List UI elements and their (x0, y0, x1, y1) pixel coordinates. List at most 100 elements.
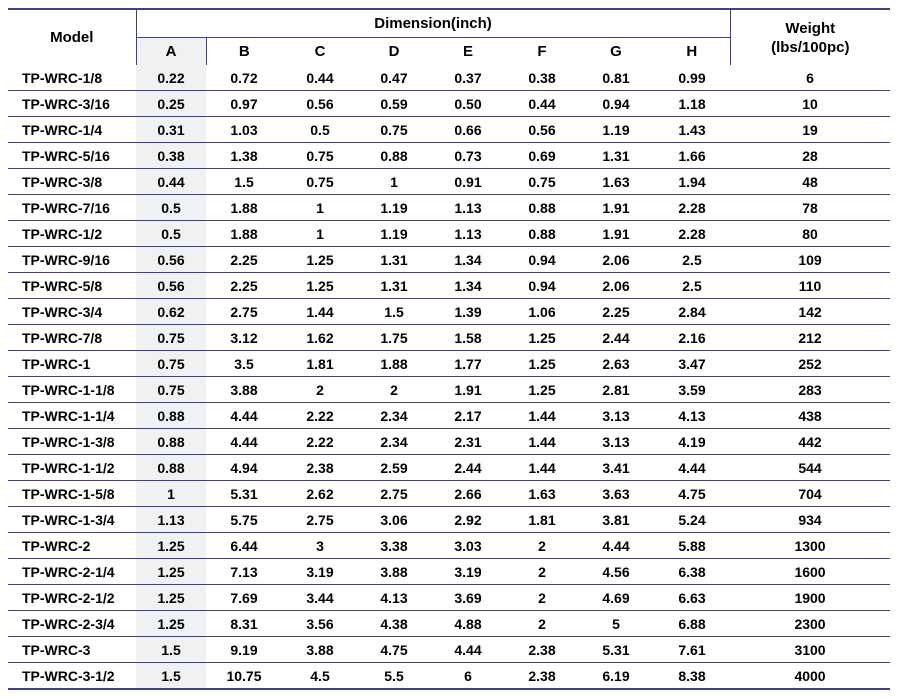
cell-model: TP-WRC-1-1/8 (8, 377, 136, 403)
cell-C: 3 (282, 533, 358, 559)
table-row: TP-WRC-1/20.51.8811.191.130.881.912.2880 (8, 221, 890, 247)
cell-D: 0.88 (358, 143, 430, 169)
cell-C: 0.5 (282, 117, 358, 143)
cell-model: TP-WRC-5/8 (8, 273, 136, 299)
cell-G: 3.41 (578, 455, 654, 481)
cell-weight: 1900 (730, 585, 890, 611)
cell-E: 0.73 (430, 143, 506, 169)
table-row: TP-WRC-1-1/80.753.88221.911.252.813.5928… (8, 377, 890, 403)
table-row: TP-WRC-1-3/80.884.442.222.342.311.443.13… (8, 429, 890, 455)
cell-C: 0.44 (282, 65, 358, 91)
cell-model: TP-WRC-1/4 (8, 117, 136, 143)
cell-F: 1.44 (506, 403, 578, 429)
cell-model: TP-WRC-1-1/2 (8, 455, 136, 481)
cell-G: 6.19 (578, 663, 654, 690)
cell-F: 1.25 (506, 351, 578, 377)
cell-A: 0.88 (136, 429, 206, 455)
cell-E: 1.77 (430, 351, 506, 377)
table-row: TP-WRC-3/160.250.970.560.590.500.440.941… (8, 91, 890, 117)
cell-model: TP-WRC-7/8 (8, 325, 136, 351)
table-header: Model Dimension(inch) Weight (lbs/100pc)… (8, 9, 890, 65)
cell-weight: 3100 (730, 637, 890, 663)
cell-D: 1.19 (358, 195, 430, 221)
cell-A: 1.13 (136, 507, 206, 533)
cell-G: 0.81 (578, 65, 654, 91)
cell-C: 1.25 (282, 273, 358, 299)
cell-E: 0.66 (430, 117, 506, 143)
cell-weight: 704 (730, 481, 890, 507)
cell-G: 4.56 (578, 559, 654, 585)
cell-H: 7.61 (654, 637, 730, 663)
cell-G: 5 (578, 611, 654, 637)
cell-C: 1.25 (282, 247, 358, 273)
cell-C: 1 (282, 195, 358, 221)
cell-H: 4.19 (654, 429, 730, 455)
cell-model: TP-WRC-3/16 (8, 91, 136, 117)
cell-D: 4.38 (358, 611, 430, 637)
cell-D: 1.75 (358, 325, 430, 351)
table-row: TP-WRC-10.753.51.811.881.771.252.633.472… (8, 351, 890, 377)
cell-G: 1.19 (578, 117, 654, 143)
cell-model: TP-WRC-3 (8, 637, 136, 663)
cell-F: 1.25 (506, 377, 578, 403)
cell-G: 5.31 (578, 637, 654, 663)
cell-H: 3.59 (654, 377, 730, 403)
cell-D: 0.47 (358, 65, 430, 91)
cell-D: 1.5 (358, 299, 430, 325)
cell-weight: 934 (730, 507, 890, 533)
header-D: D (358, 38, 430, 66)
cell-weight: 6 (730, 65, 890, 91)
cell-A: 1.5 (136, 663, 206, 690)
table-row: TP-WRC-1-5/815.312.622.752.661.633.634.7… (8, 481, 890, 507)
cell-model: TP-WRC-9/16 (8, 247, 136, 273)
cell-model: TP-WRC-1-3/4 (8, 507, 136, 533)
cell-C: 1 (282, 221, 358, 247)
cell-G: 2.25 (578, 299, 654, 325)
cell-A: 0.5 (136, 195, 206, 221)
cell-C: 3.44 (282, 585, 358, 611)
cell-B: 6.44 (206, 533, 282, 559)
cell-D: 3.88 (358, 559, 430, 585)
cell-D: 3.38 (358, 533, 430, 559)
cell-model: TP-WRC-7/16 (8, 195, 136, 221)
cell-G: 4.44 (578, 533, 654, 559)
cell-model: TP-WRC-1-5/8 (8, 481, 136, 507)
cell-F: 0.56 (506, 117, 578, 143)
table-body: TP-WRC-1/80.220.720.440.470.370.380.810.… (8, 65, 890, 689)
table-row: TP-WRC-3-1/21.510.754.55.562.386.198.384… (8, 663, 890, 690)
cell-E: 1.34 (430, 247, 506, 273)
cell-F: 1.63 (506, 481, 578, 507)
table-row: TP-WRC-1/80.220.720.440.470.370.380.810.… (8, 65, 890, 91)
cell-E: 0.37 (430, 65, 506, 91)
cell-E: 3.03 (430, 533, 506, 559)
cell-weight: 142 (730, 299, 890, 325)
cell-A: 0.25 (136, 91, 206, 117)
cell-B: 5.31 (206, 481, 282, 507)
cell-A: 0.31 (136, 117, 206, 143)
cell-G: 2.63 (578, 351, 654, 377)
cell-B: 3.88 (206, 377, 282, 403)
cell-H: 1.43 (654, 117, 730, 143)
cell-weight: 4000 (730, 663, 890, 690)
cell-weight: 10 (730, 91, 890, 117)
cell-E: 4.44 (430, 637, 506, 663)
cell-F: 1.44 (506, 429, 578, 455)
cell-B: 2.75 (206, 299, 282, 325)
cell-D: 0.59 (358, 91, 430, 117)
cell-F: 1.25 (506, 325, 578, 351)
cell-H: 6.88 (654, 611, 730, 637)
cell-H: 5.88 (654, 533, 730, 559)
cell-E: 0.91 (430, 169, 506, 195)
cell-H: 0.99 (654, 65, 730, 91)
cell-G: 0.94 (578, 91, 654, 117)
cell-C: 4.5 (282, 663, 358, 690)
cell-F: 0.88 (506, 195, 578, 221)
cell-H: 2.5 (654, 247, 730, 273)
cell-model: TP-WRC-1 (8, 351, 136, 377)
cell-A: 0.56 (136, 247, 206, 273)
cell-C: 3.56 (282, 611, 358, 637)
cell-B: 9.19 (206, 637, 282, 663)
cell-E: 3.69 (430, 585, 506, 611)
cell-C: 0.56 (282, 91, 358, 117)
header-G: G (578, 38, 654, 66)
